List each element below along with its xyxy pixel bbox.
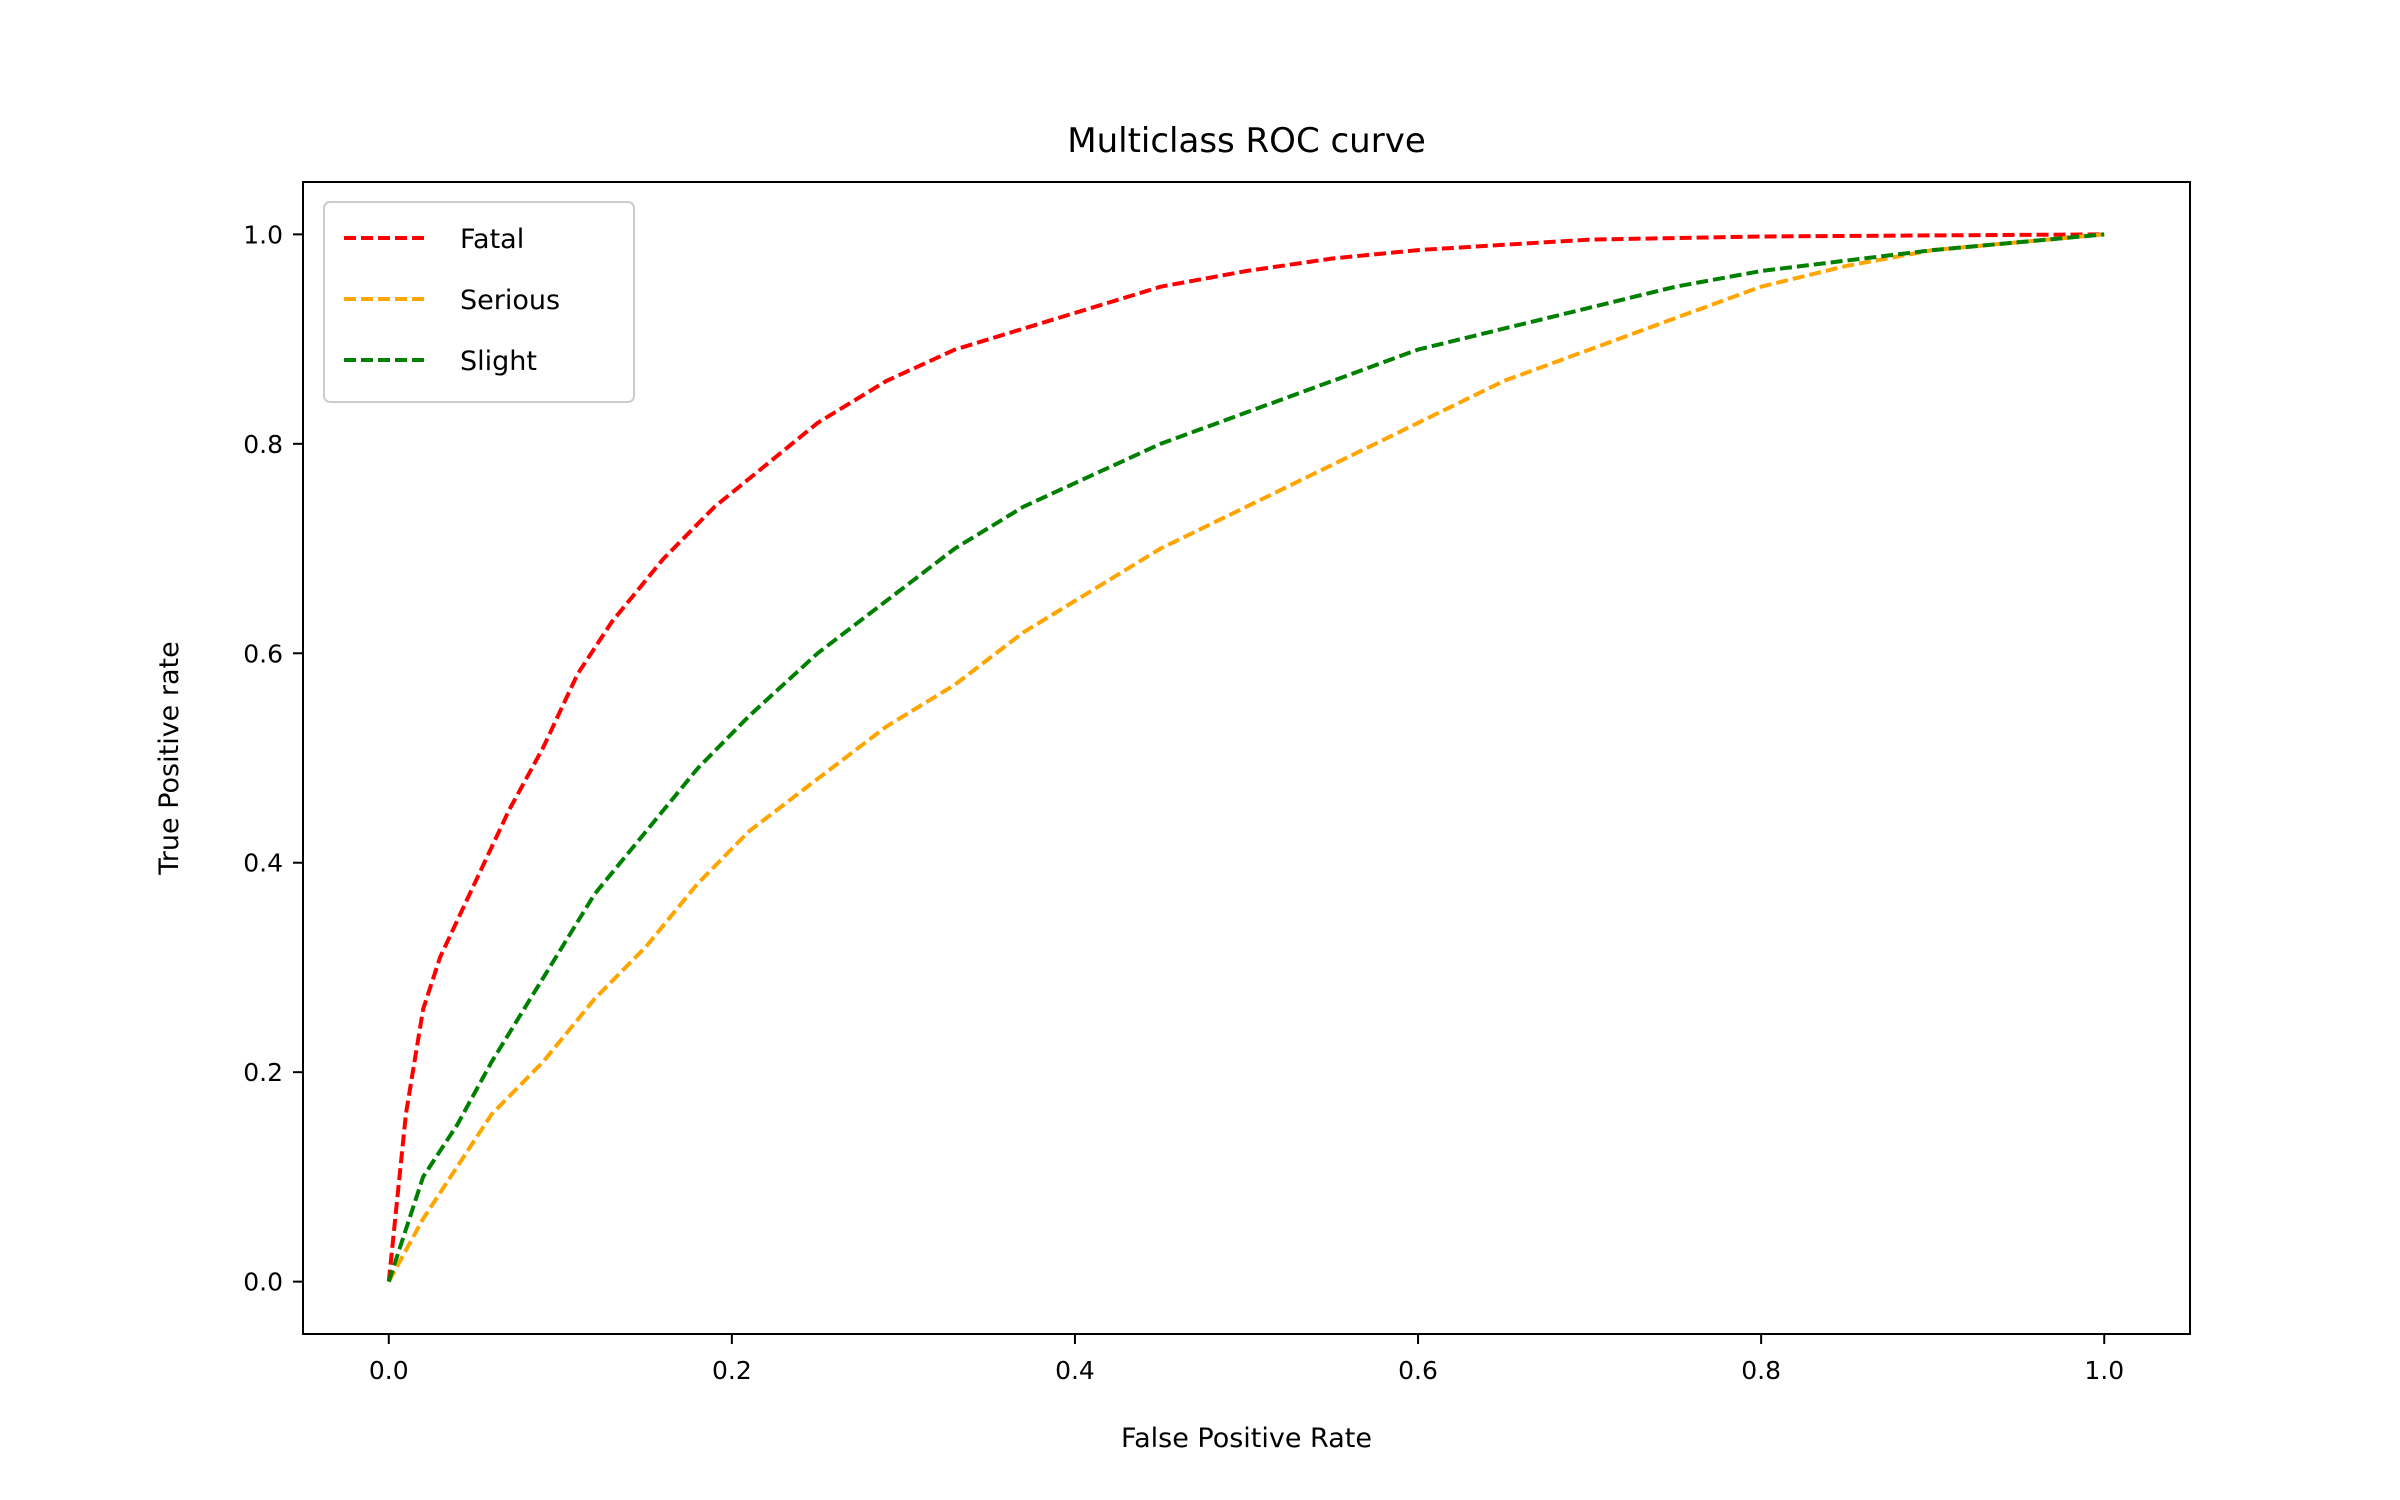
x-tick-label: 1.0 — [2084, 1356, 2124, 1385]
legend-label-fatal: Fatal — [460, 224, 524, 255]
x-tick-label: 0.0 — [369, 1356, 409, 1385]
x-tick-label: 0.2 — [712, 1356, 752, 1385]
legend: Fatal Serious Slight — [323, 201, 635, 403]
legend-label-serious: Serious — [460, 285, 560, 316]
series-line-serious — [387, 232, 2105, 1283]
plot-lines — [386, 232, 2105, 1283]
y-tick-label: 1.0 — [243, 220, 283, 249]
x-axis-label: False Positive Rate — [1121, 1423, 1372, 1454]
y-axis-ticks: 0.0 0.2 0.4 0.6 0.8 1.0 — [243, 220, 303, 1297]
series-line-slight — [386, 232, 2105, 1283]
x-tick-label: 0.6 — [1398, 1356, 1438, 1385]
y-tick-label: 0.4 — [243, 849, 283, 878]
x-axis-ticks: 0.0 0.2 0.4 0.6 0.8 1.0 — [369, 1334, 2124, 1385]
legend-box — [323, 201, 635, 403]
y-tick-label: 0.0 — [243, 1268, 283, 1297]
legend-label-slight: Slight — [460, 346, 537, 377]
axes-frame — [302, 181, 2191, 1335]
x-tick-label: 0.8 — [1741, 1356, 1781, 1385]
x-tick-label: 0.4 — [1055, 1356, 1095, 1385]
y-tick-label: 0.2 — [243, 1058, 283, 1087]
chart-title: Multiclass ROC curve — [1067, 121, 1426, 161]
y-tick-label: 0.8 — [243, 430, 283, 459]
y-axis-label: True Positive rate — [154, 641, 185, 875]
y-tick-label: 0.6 — [243, 639, 283, 668]
